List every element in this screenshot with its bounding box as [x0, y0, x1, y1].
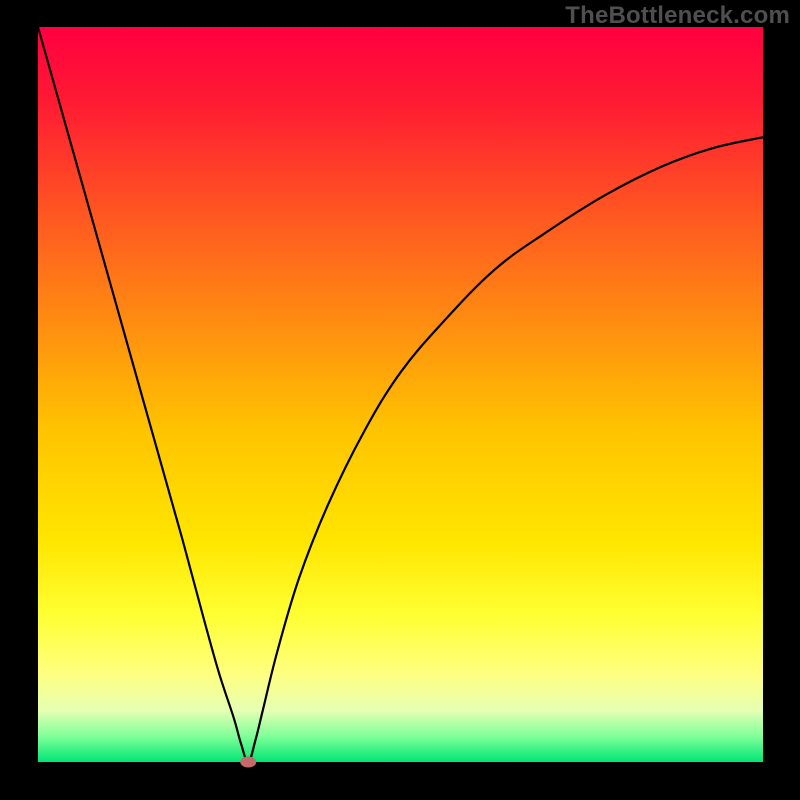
minimum-marker: [240, 757, 256, 768]
plot-background: [38, 27, 763, 762]
chart-frame: TheBottleneck.com: [0, 0, 800, 800]
bottleneck-chart: [0, 0, 800, 800]
